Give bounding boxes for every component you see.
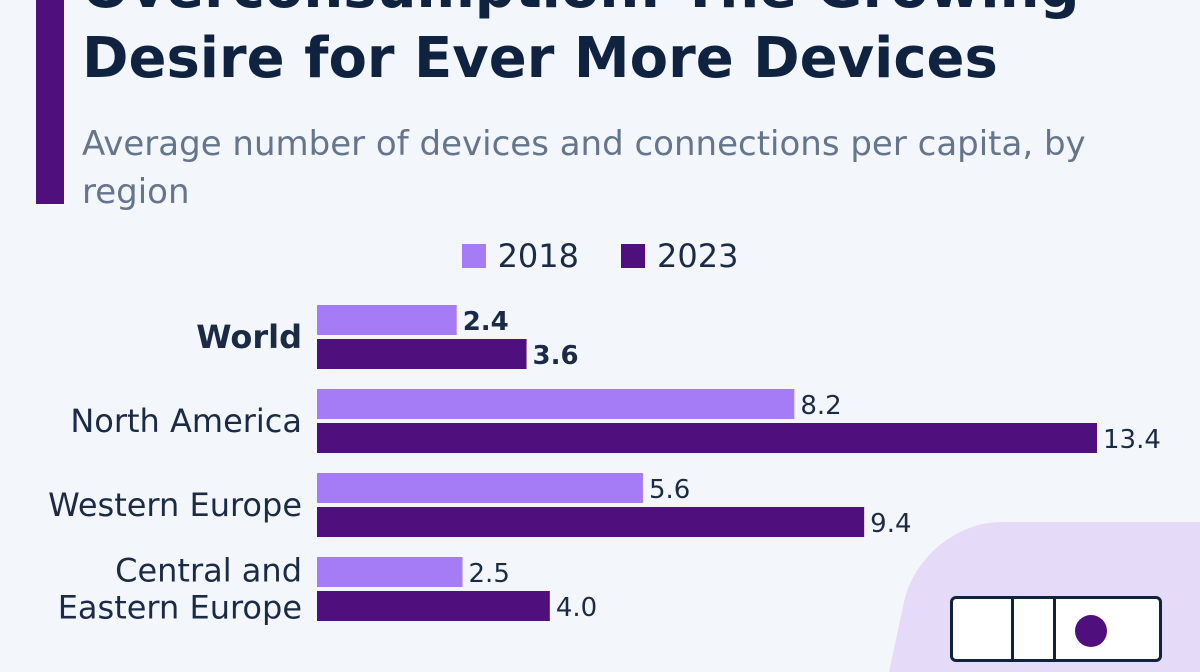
category-label: Central and Eastern Europe [58,552,302,627]
bar-chart: World 2.4 3.6 North America 8.2 13.4 Western E… [48,305,1161,627]
bar-2018 [317,389,795,419]
legend-swatch-2018 [461,244,486,268]
data-label-2023: 3.6 [533,341,579,371]
data-label-2018: 2.5 [469,559,510,589]
category-label: World [196,318,302,356]
bar-2023 [317,591,550,621]
legend: 2018 2023 [0,234,1200,278]
data-label-2018: 8.2 [800,391,841,421]
data-label-2018: 5.6 [649,475,690,505]
legend-label-2018: 2018 [497,237,579,275]
data-label-2023: 4.0 [556,593,597,623]
bar-2023 [317,423,1097,453]
bar-2023 [317,339,527,369]
bar-2023 [317,507,865,537]
category-label: North America [70,402,302,440]
data-label-2018: 2.4 [463,307,509,337]
data-label-2023: 13.4 [1103,425,1161,455]
category-label: Western Europe [48,486,302,524]
legend-label-2023: 2023 [657,237,739,275]
statista-logo-icon [950,596,1162,662]
legend-swatch-2023 [621,244,645,268]
data-label-2023: 9.4 [870,509,911,539]
bar-2018 [317,473,643,503]
bar-2018 [317,557,463,587]
legend-item-2018: 2018 [461,237,579,275]
accent-bar [36,0,64,204]
legend-item-2023: 2023 [621,237,738,275]
bar-2018 [317,305,457,335]
chart-subtitle: Average number of devices and connection… [82,124,1086,212]
chart-title: Overconsumption: The Growing Desire for … [82,0,1080,91]
